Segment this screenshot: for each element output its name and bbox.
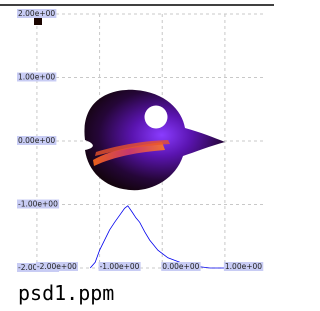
tick-label: 2.00e+00 (18, 9, 55, 18)
tick-label: 1.00e+00 (18, 73, 55, 82)
tick-label: -2.00e+00 (37, 262, 77, 271)
blob-hole (145, 106, 168, 129)
blob (84, 90, 225, 190)
corner-glyph (34, 17, 42, 25)
tick-label: -1.00e+00 (100, 262, 140, 271)
image (18, 10, 225, 190)
tick-label: 0.00e+00 (18, 136, 55, 145)
tick-label: -1.00e+00 (18, 200, 58, 209)
line-series (90, 206, 230, 268)
tick-label: 0.00e+00 (162, 262, 199, 271)
tick-label: 1.00e+00 (225, 262, 262, 271)
caption: psd1.ppm (18, 281, 114, 305)
viewer: -2.00e+00 -1.00e+00 0.00e+00 1.00e+00 2.00e+… (0, 0, 274, 311)
